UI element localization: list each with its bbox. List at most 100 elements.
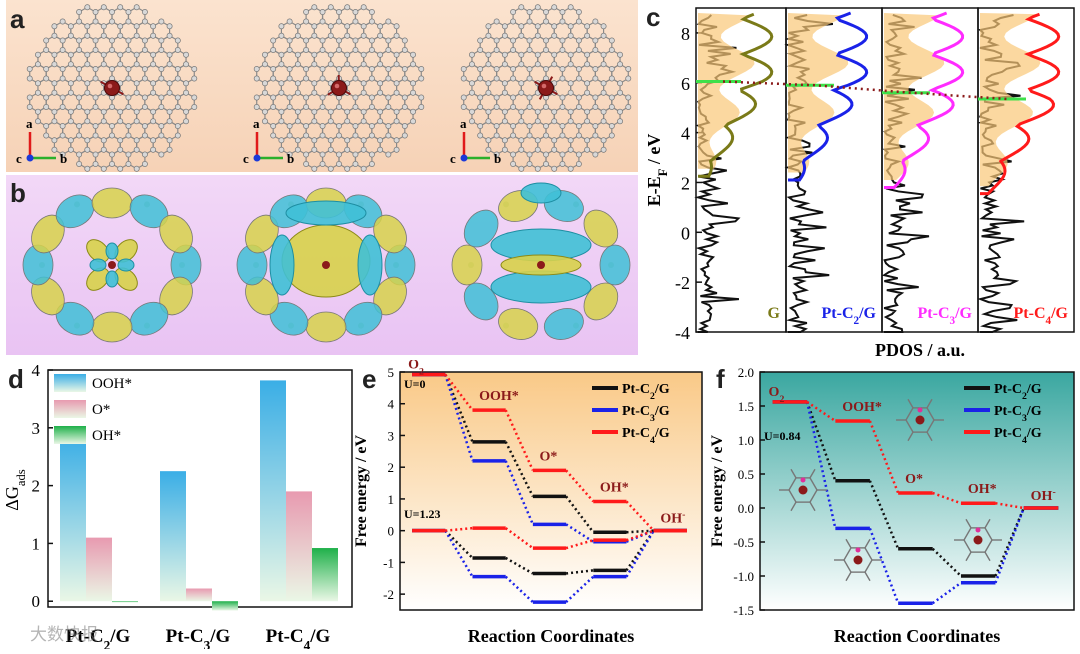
carbon-atom: [527, 19, 532, 24]
carbon-atom: [535, 24, 540, 29]
carbon-atom: [394, 90, 399, 95]
carbon-atom: [254, 76, 259, 81]
oxygen-atom: [801, 478, 806, 483]
carbon-atom: [585, 52, 590, 57]
carbon-atom: [126, 38, 131, 43]
carbon-atom: [519, 90, 524, 95]
carbon-atom: [601, 109, 606, 114]
carbon-atom: [353, 104, 358, 109]
carbon-atom: [295, 24, 300, 29]
carbon-atom: [552, 52, 557, 57]
carbon-atom: [510, 161, 515, 166]
carbon-atom: [101, 147, 106, 152]
carbon-atom: [345, 5, 350, 10]
carbon-atom: [151, 90, 156, 95]
carbon-atom: [60, 19, 65, 24]
carbon-atom: [369, 152, 374, 157]
carbon-atom: [402, 133, 407, 138]
carbon-atom: [486, 109, 491, 114]
carbon-atom: [126, 9, 131, 14]
carbon-atom: [126, 104, 131, 109]
y-tick-label: -0.5: [733, 535, 754, 550]
carbon-atom: [183, 119, 188, 124]
y-tick-label: -1.0: [733, 569, 754, 584]
carbon-atom: [593, 123, 598, 128]
carbon-atom: [560, 66, 565, 71]
carbon-atom: [312, 119, 317, 124]
carbon-atom: [101, 5, 106, 10]
carbon-atom: [287, 133, 292, 138]
y-tick-label: -2: [383, 587, 394, 602]
oxygen-atom: [918, 408, 923, 413]
carbon-atom: [271, 104, 276, 109]
carbon-atom: [568, 147, 573, 152]
carbon-atom: [27, 104, 32, 109]
carbon-atom: [576, 133, 581, 138]
carbon-atom: [109, 152, 114, 157]
carbon-atom: [101, 109, 106, 114]
carbon-atom: [626, 76, 631, 81]
state-label: OOH*: [842, 400, 882, 415]
panel-letter-b: b: [10, 178, 26, 209]
carbon-atom: [328, 24, 333, 29]
carbon-atom: [543, 104, 548, 109]
carbon-atom: [369, 9, 374, 14]
carbon-atom: [76, 123, 81, 128]
carbon-atom: [585, 81, 590, 86]
carbon-atom: [254, 104, 259, 109]
carbon-atom: [494, 66, 499, 71]
axis-label-a: a: [460, 116, 467, 131]
carbon-atom: [126, 19, 131, 24]
carbon-atom: [101, 24, 106, 29]
carbon-atom: [151, 119, 156, 124]
carbon-atom: [469, 90, 474, 95]
carbon-atom: [568, 81, 573, 86]
panel-b: [6, 175, 638, 355]
carbon-atom: [175, 66, 180, 71]
carbon-atom: [478, 66, 483, 71]
carbon-atom: [502, 33, 507, 38]
carbon-atom: [271, 47, 276, 52]
y-tick-label: 8: [681, 24, 690, 44]
carbon-atom: [510, 47, 515, 52]
carbon-atom: [320, 76, 325, 81]
axis-label-a: a: [253, 116, 260, 131]
carbon-atom: [279, 52, 284, 57]
carbon-atom: [192, 66, 197, 71]
carbon-atom: [101, 62, 106, 67]
carbon-atom: [353, 133, 358, 138]
carbon-atom: [118, 138, 123, 143]
carbon-atom: [535, 33, 540, 38]
carbon-atom: [167, 119, 172, 124]
carbon-atom: [85, 52, 90, 57]
carbon-atom: [134, 109, 139, 114]
y-tick-label: -2: [675, 273, 690, 293]
carbon-atom: [361, 5, 366, 10]
carbon-atom: [126, 47, 131, 52]
carbon-atom: [151, 62, 156, 67]
carbon-atom: [486, 147, 491, 152]
carbon-atom: [101, 52, 106, 57]
pt-atom: [108, 261, 116, 269]
carbon-atom: [303, 133, 308, 138]
carbon-atom: [609, 38, 614, 43]
carbon-atom: [560, 76, 565, 81]
axis-label-c: c: [16, 151, 22, 166]
carbon-atom: [609, 66, 614, 71]
carbon-atom: [287, 104, 292, 109]
carbon-atom: [510, 66, 515, 71]
carbon-atom: [336, 19, 341, 24]
carbon-atom: [336, 66, 341, 71]
carbon-atom: [361, 147, 366, 152]
carbon-atom: [336, 152, 341, 157]
carbon-atom: [134, 119, 139, 124]
bar: [60, 436, 86, 601]
pt-atom: [332, 81, 347, 96]
carbon-atom: [386, 152, 391, 157]
carbon-atom: [345, 109, 350, 114]
carbon-atom: [527, 123, 532, 128]
carbon-atom: [510, 104, 515, 109]
carbon-atom: [312, 24, 317, 29]
carbon-atom: [378, 52, 383, 57]
carbon-atom: [312, 5, 317, 10]
